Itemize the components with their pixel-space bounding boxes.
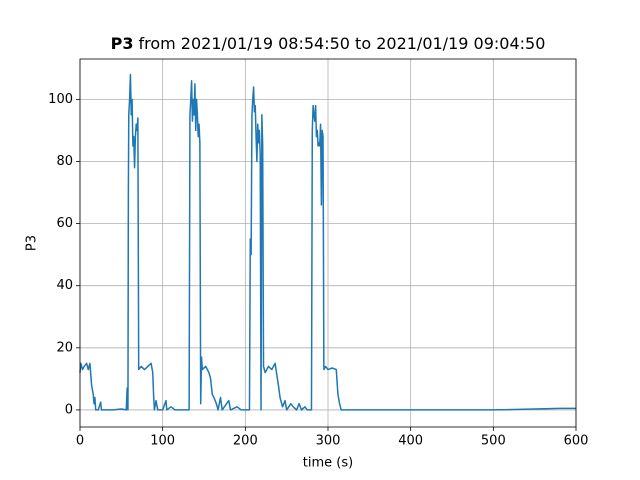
x-tick-label: 400 [398, 434, 423, 449]
y-tick-label: 0 [65, 402, 73, 417]
x-tick-label: 500 [481, 434, 506, 449]
x-tick-label: 300 [316, 434, 341, 449]
y-tick-label: 20 [56, 340, 73, 355]
x-tick-label: 200 [233, 434, 258, 449]
y-axis-label: P3 [25, 235, 40, 251]
data-line [79, 73, 576, 411]
title-rest: from 2021/01/19 08:54:50 to 2021/01/19 0… [138, 34, 545, 53]
x-tick-label: 0 [76, 434, 84, 449]
x-tick-label: 100 [150, 434, 175, 449]
title-bold: P3 [111, 34, 134, 53]
y-tick-label: 60 [56, 216, 73, 231]
x-axis-label: time (s) [303, 456, 353, 471]
y-tick-label: 40 [56, 278, 73, 293]
y-tick-label: 80 [56, 154, 73, 169]
plot-area [79, 73, 576, 411]
y-tick-label: 100 [48, 92, 73, 107]
chart-title: P3 from 2021/01/19 08:54:50 to 2021/01/19… [111, 34, 546, 53]
ticks: 0 100 200 300 400 500 600 0 20 40 60 80 100 [48, 92, 588, 449]
x-tick-label: 600 [564, 434, 589, 449]
